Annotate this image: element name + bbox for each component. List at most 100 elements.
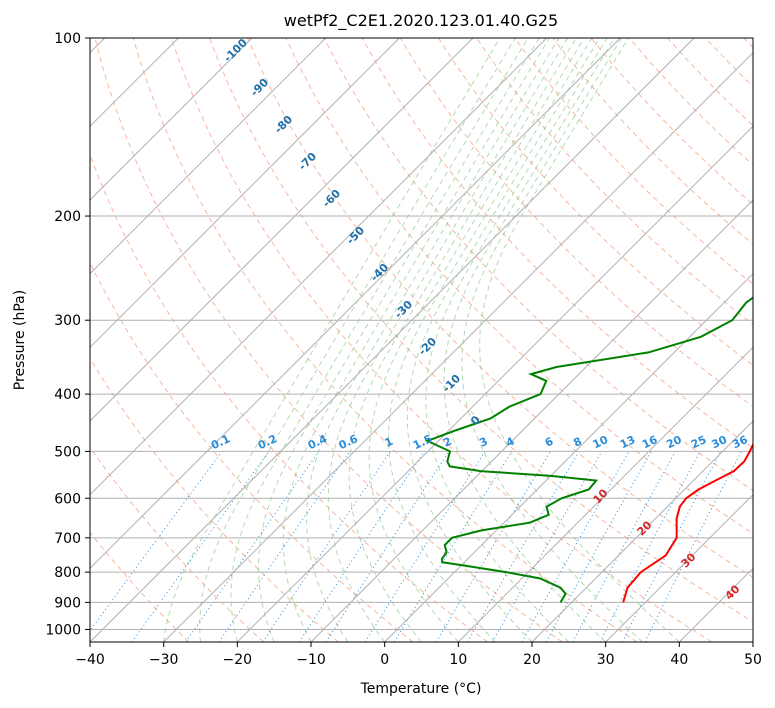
isotherm-line: [531, 420, 753, 642]
y-tick-label: 600: [54, 491, 81, 507]
isotherm-line: [90, 38, 621, 570]
x-tick-label: 20: [523, 652, 541, 668]
dry-adiabat: [209, 38, 753, 623]
mixing-ratio-line: [521, 451, 630, 642]
isotherm-line: [90, 38, 400, 349]
moist-adiabat: [479, 38, 680, 642]
dry-adiabat-label: -10: [440, 372, 463, 395]
moist-adiabat-label: 30: [679, 550, 699, 570]
mixing-ratio-line: [572, 451, 676, 642]
mixing-ratio-line: [262, 451, 391, 642]
dry-adiabat-label: -70: [296, 150, 319, 173]
moist-adiabat-label: 10: [591, 486, 611, 506]
y-tick-label: 1000: [45, 622, 81, 638]
mixing-ratio-label: 16: [640, 433, 660, 451]
mixing-ratio-label: 8: [571, 435, 583, 450]
mixing-ratio-line: [325, 451, 450, 642]
y-tick-label: 500: [54, 444, 81, 460]
isotherm-line: [90, 38, 327, 275]
isotherm-line: [605, 493, 753, 642]
mixing-ratio-line: [185, 451, 320, 642]
mixing-ratio-label: 0.4: [306, 432, 329, 452]
dry-adiabat: [437, 38, 753, 366]
mixing-ratio-line: [298, 451, 425, 642]
dry-adiabat-label: -60: [320, 187, 343, 210]
moist-adiabat: [443, 38, 615, 642]
mixing-ratio-label: 10: [591, 433, 611, 451]
y-tick-label: 400: [54, 387, 81, 403]
dry-adiabat: [94, 38, 563, 642]
y-tick-label: 100: [54, 31, 81, 47]
moist-adiabat: [368, 38, 585, 642]
mixing-ratio-line: [644, 451, 742, 642]
x-tick-label: 10: [449, 652, 467, 668]
x-tick-label: 40: [670, 652, 688, 668]
mixing-ratio-line: [364, 451, 486, 642]
mixing-ratio-line: [545, 451, 652, 642]
dry-adiabat: [399, 38, 753, 408]
moist-adiabat: [163, 38, 501, 642]
isotherm-line: [384, 272, 753, 642]
moist-adiabat: [406, 38, 601, 642]
dry-adiabat: [514, 38, 753, 285]
dry-adiabat: [667, 38, 753, 127]
dry-adiabat: [90, 357, 339, 642]
mixing-ratio-label: 20: [664, 433, 684, 451]
isotherm-line: [457, 346, 753, 642]
dry-adiabat-label: -40: [368, 261, 391, 284]
y-tick-label: 300: [54, 313, 81, 329]
isotherm-line: [90, 38, 253, 201]
moist-adiabat: [199, 38, 516, 642]
x-tick-label: 30: [597, 652, 615, 668]
mixing-ratio-label: 36: [730, 433, 750, 451]
x-tick-label: −40: [75, 652, 105, 668]
mixing-ratio-label: 3: [477, 435, 489, 450]
dry-adiabat-label: -50: [344, 224, 367, 247]
dry-adiabat: [590, 38, 753, 206]
dry-adiabat: [247, 38, 753, 578]
y-tick-label: 900: [54, 595, 81, 611]
isotherm-line: [163, 51, 753, 642]
isotherm-line: [236, 125, 753, 642]
x-axis-label: Temperature (°C): [360, 681, 482, 697]
moist-adiabat: [282, 38, 550, 642]
mixing-ratio-label: 25: [689, 433, 708, 451]
dry-adiabat: [90, 531, 190, 642]
y-tick-label: 700: [54, 531, 81, 547]
dry-adiabat-label: -80: [272, 113, 295, 136]
mixing-ratio-label: 30: [710, 433, 730, 451]
x-tick-label: −30: [149, 652, 179, 668]
x-tick-label: −20: [223, 652, 253, 668]
y-tick-label: 200: [54, 209, 81, 225]
temperature-profile: [622, 442, 753, 603]
mixing-ratio-label: 1: [383, 435, 395, 450]
isotherm-line: [90, 38, 695, 642]
dewpoint-profile: [424, 296, 753, 603]
isotherm-line: [678, 567, 753, 642]
moist-adiabat-label: 20: [635, 518, 655, 538]
x-tick-label: 0: [380, 652, 389, 668]
dry-adiabat: [705, 38, 753, 88]
moist-adiabat: [306, 38, 560, 642]
x-tick-label: 50: [744, 652, 762, 668]
y-tick-label: 800: [54, 565, 81, 581]
dry-adiabat: [132, 38, 638, 642]
dry-adiabat: [90, 153, 488, 642]
dry-adiabat-label: -100: [221, 36, 250, 65]
moist-adiabat-label: 40: [723, 582, 743, 602]
moist-adiabat: [327, 38, 569, 642]
plot-frame: [89, 37, 754, 643]
dry-adiabat: [743, 38, 753, 49]
mixing-ratio-line: [599, 451, 701, 642]
mixing-ratio-label: 6: [543, 435, 556, 450]
isotherm-line: [90, 38, 474, 422]
mixing-ratio-label: 0.1: [209, 432, 232, 452]
isotherm-line: [90, 38, 548, 496]
moist-adiabat: [230, 38, 529, 642]
dry-adiabat: [90, 261, 414, 642]
moist-adiabat: [258, 38, 540, 642]
chart-title: wetPf2_C2E1.2020.123.01.40.G25: [284, 11, 558, 31]
isotherm-line: [310, 199, 753, 642]
mixing-ratio-line: [131, 451, 270, 642]
